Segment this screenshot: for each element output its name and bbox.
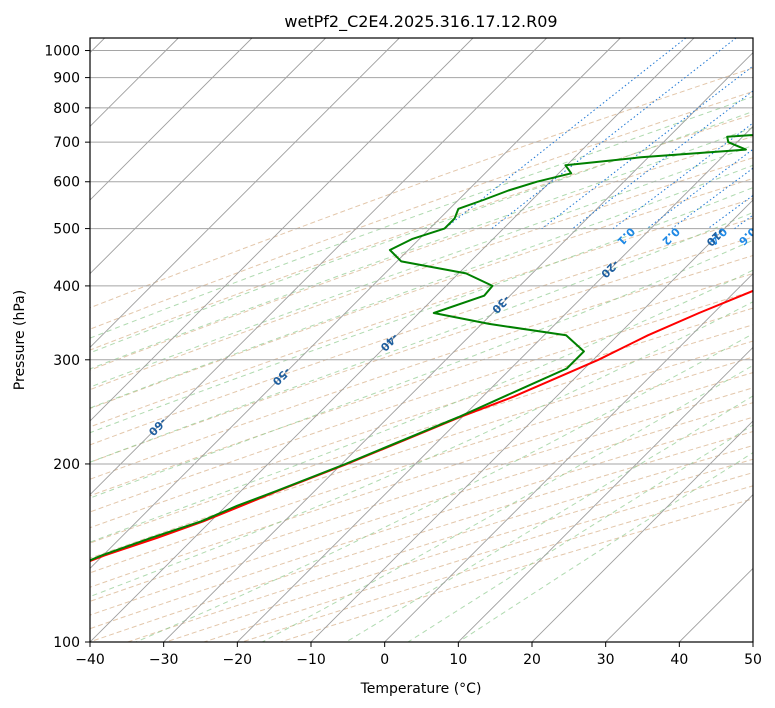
moist-adiabat — [135, 333, 753, 642]
isotherm — [237, 125, 753, 642]
y-tick-label: 800 — [53, 101, 80, 117]
isotherms — [90, 38, 753, 642]
y-tick-label: 300 — [53, 353, 80, 369]
dry-adiabat — [90, 290, 753, 513]
x-tick-label: −10 — [296, 652, 326, 668]
x-tick-label: −20 — [223, 652, 253, 668]
x-tick-label: 0 — [380, 652, 389, 668]
x-tick-label: 30 — [597, 652, 615, 668]
dewpoint-profile-line — [90, 134, 753, 562]
isotherm — [531, 420, 753, 642]
dry-adiabat — [90, 387, 753, 602]
moist-adiabat — [345, 395, 753, 642]
x-tick-label: 50 — [744, 652, 762, 668]
y-tick-label: 900 — [53, 71, 80, 87]
dry-adiabat — [90, 356, 753, 574]
plot-background — [90, 38, 753, 642]
mixing-ratio-line — [572, 90, 753, 229]
dry-adiabat — [90, 254, 753, 480]
dry-adiabat — [90, 372, 753, 588]
isotherm — [310, 199, 753, 642]
moist-adiabat — [90, 127, 753, 370]
dry-adiabat — [90, 273, 753, 497]
mixing-ratio-lines — [444, 38, 753, 230]
plot-frame — [89, 37, 754, 643]
temperature-profile-line — [90, 289, 753, 563]
isobars — [90, 50, 753, 642]
isotherm — [752, 641, 753, 642]
y-tick-label: 1000 — [44, 44, 80, 60]
isotherm — [90, 38, 326, 275]
x-tick-label: 10 — [449, 652, 467, 668]
y-tick-label: 500 — [53, 222, 80, 238]
moist-adiabat — [90, 187, 753, 434]
y-tick-label: 100 — [53, 635, 80, 651]
profiles — [90, 134, 753, 563]
dry-adiabat — [90, 157, 753, 391]
isotherm — [163, 52, 753, 642]
y-tick-label: 400 — [53, 279, 80, 295]
mixing-ratio-line — [671, 167, 753, 229]
dry-adiabat — [90, 324, 753, 544]
isotherm — [90, 38, 253, 201]
y-tick-label: 600 — [53, 175, 80, 191]
x-tick-label: −40 — [75, 652, 105, 668]
mixing-ratio-line — [541, 65, 753, 229]
isotherm — [605, 494, 753, 642]
x-tick-label: 40 — [670, 652, 688, 668]
moist-adiabats — [90, 96, 753, 642]
x-axis: −40 −30 −20 −10 0 10 20 30 40 50 — [75, 642, 762, 668]
dry-adiabat — [90, 307, 753, 529]
dry-adiabats — [90, 67, 753, 642]
isotherm — [90, 38, 400, 348]
isotherm — [384, 273, 753, 642]
dry-adiabat — [90, 217, 753, 446]
moist-adiabat — [262, 364, 753, 642]
dry-adiabat — [90, 340, 753, 559]
y-axis: 1000 900 800 700 600 500 400 300 200 100 — [44, 44, 90, 651]
x-tick-label: −30 — [149, 652, 179, 668]
dry-adiabat — [90, 67, 753, 309]
isotherm — [458, 346, 753, 642]
y-tick-label: 700 — [53, 135, 80, 151]
isotherm — [90, 38, 547, 496]
dry-adiabat — [90, 236, 753, 463]
moist-adiabat — [90, 301, 753, 598]
plot-area: 0.10.20.40.611.52346810131620253036 -100… — [20, 38, 753, 642]
y-tick-label: 200 — [53, 457, 80, 473]
x-axis-title: Temperature (°C) — [360, 681, 482, 697]
y-axis-title: Pressure (hPa) — [12, 290, 28, 390]
dry-adiabat — [90, 177, 753, 410]
dry-adiabat — [90, 113, 753, 351]
isotherm — [90, 38, 621, 569]
isotherm-label: -70 — [20, 467, 43, 490]
x-tick-label: 20 — [523, 652, 541, 668]
isotherm — [90, 38, 474, 422]
chart-title: wetPf2_C2E4.2025.316.17.12.R09 — [284, 12, 557, 32]
isotherm — [90, 38, 695, 642]
moist-adiabat — [90, 164, 753, 409]
moist-adiabat — [90, 96, 753, 339]
